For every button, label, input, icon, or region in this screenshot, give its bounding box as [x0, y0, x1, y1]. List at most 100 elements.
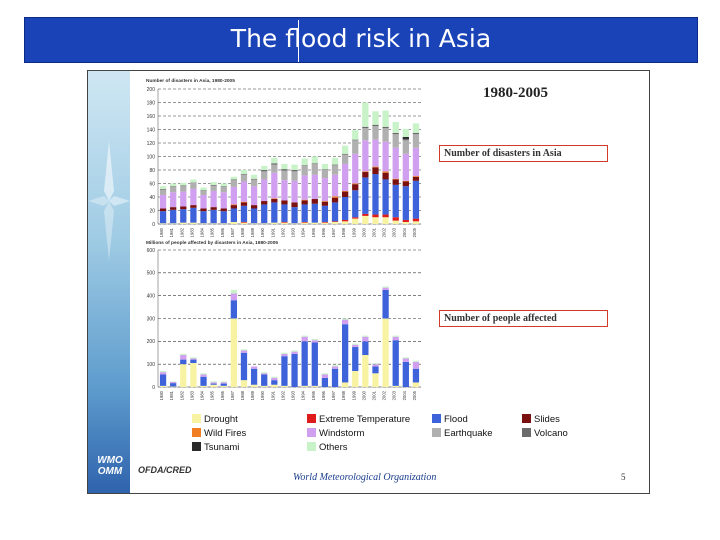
bar-segment — [402, 357, 409, 359]
y-tick-label: 400 — [147, 293, 156, 299]
page-number: 5 — [621, 472, 626, 482]
bar-segment — [382, 141, 389, 172]
bar-segment — [271, 380, 278, 385]
bar-segment — [230, 186, 238, 205]
bar-segment — [240, 349, 248, 351]
bar-segment — [240, 202, 248, 206]
x-tick-label: 1990 — [260, 227, 265, 237]
bar-segment — [392, 336, 399, 341]
bar-segment — [250, 178, 258, 180]
bar-segment — [210, 184, 217, 186]
bar-segment — [200, 208, 207, 212]
bar-segment — [261, 171, 268, 180]
x-tick-label: 1982 — [179, 227, 184, 237]
legend-label: Volcano — [534, 428, 568, 439]
bar-segment — [331, 202, 339, 222]
bar-segment — [271, 377, 278, 381]
bar-segment — [240, 380, 248, 387]
bar-segment — [220, 211, 227, 224]
x-tick-label: 2001 — [371, 390, 376, 400]
bar-segment — [392, 132, 399, 135]
bar-segment — [341, 153, 349, 155]
bar-segment — [331, 365, 339, 367]
y-tick-label: 40 — [149, 195, 155, 201]
bar-segment — [311, 342, 318, 386]
bar-segment — [372, 167, 379, 175]
bar-segment — [392, 335, 399, 337]
x-tick-label: 2005 — [412, 227, 417, 237]
bar-segment — [331, 221, 339, 224]
bar-segment — [159, 385, 167, 387]
bar-segment — [321, 377, 329, 387]
bar-segment — [382, 171, 389, 173]
bar-segment — [220, 183, 227, 187]
bar-segment — [190, 188, 197, 206]
bar-segment — [200, 376, 207, 386]
bar-segment — [190, 182, 197, 189]
x-tick-label: 2003 — [392, 390, 397, 400]
bar-segment — [392, 134, 399, 148]
bar-segment — [261, 373, 268, 375]
bar-segment — [362, 102, 369, 127]
x-tick-label: 1995 — [311, 227, 316, 237]
bar-segment — [230, 204, 238, 206]
bar-segment — [331, 368, 339, 387]
x-tick-label: 1998 — [341, 390, 346, 400]
bar-segment — [210, 383, 217, 385]
bar-segment — [352, 190, 359, 218]
bar-segment — [200, 190, 207, 191]
asia-disasters-charts: Number of disasters in Asia, 1980-2005 0 2… — [146, 78, 421, 400]
bar-segment — [321, 201, 329, 206]
x-tick-label: 1989 — [250, 390, 255, 400]
x-tick-label: 1991 — [270, 390, 275, 400]
bar-segment — [210, 182, 217, 185]
bar-segment — [311, 156, 318, 164]
bar-segment — [321, 201, 329, 202]
bar-segment — [301, 204, 308, 222]
chart-title: Millions of people affected by disasters… — [146, 240, 278, 246]
x-tick-label: 1989 — [250, 227, 255, 237]
bar-segment — [412, 360, 420, 362]
bar-segment — [341, 145, 349, 154]
legend-swatch — [522, 414, 531, 423]
bar-segment — [331, 196, 339, 198]
bar-segment — [159, 223, 167, 224]
bar-segment — [250, 366, 258, 369]
bar-segment — [321, 222, 329, 224]
bar-segment — [301, 335, 308, 337]
bar-segment — [412, 176, 420, 181]
x-tick-label: 1997 — [331, 227, 336, 237]
y-tick-label: 200 — [147, 339, 156, 345]
bar-segment — [220, 382, 227, 384]
bar-segment — [200, 194, 207, 209]
bar-segment — [170, 186, 177, 187]
bar-segment — [170, 209, 177, 224]
chart-title: Number of disasters in Asia, 1980-2005 — [146, 78, 235, 84]
bar-segment — [382, 128, 389, 142]
legend-swatch — [307, 428, 316, 437]
legend-label: Earthquake — [444, 428, 493, 439]
legend-swatch — [432, 428, 441, 437]
bar-segment — [180, 353, 187, 356]
bar-segment — [250, 205, 258, 209]
bar-segment — [392, 340, 399, 386]
bar-segment — [341, 154, 349, 164]
bar-segment — [240, 174, 248, 182]
y-tick-label: 160 — [147, 114, 156, 120]
legend-item: Tsunami — [192, 442, 239, 453]
bar-segment — [220, 383, 227, 386]
bar-segment — [331, 366, 339, 369]
bar-segment — [271, 164, 278, 173]
bar-segment — [311, 340, 318, 343]
bar-segment — [291, 170, 298, 172]
bar-segment — [261, 170, 268, 172]
legend-item: Extreme Temperature — [307, 414, 410, 425]
bar-segment — [352, 140, 359, 154]
bar-segment — [180, 186, 187, 192]
x-tick-label: 1992 — [280, 227, 285, 237]
x-tick-label: 1993 — [291, 390, 296, 400]
bar-segment — [159, 372, 167, 375]
legend-item: Wild Fires — [192, 428, 246, 439]
bar-segment — [250, 208, 258, 224]
bar-segment — [341, 221, 349, 224]
